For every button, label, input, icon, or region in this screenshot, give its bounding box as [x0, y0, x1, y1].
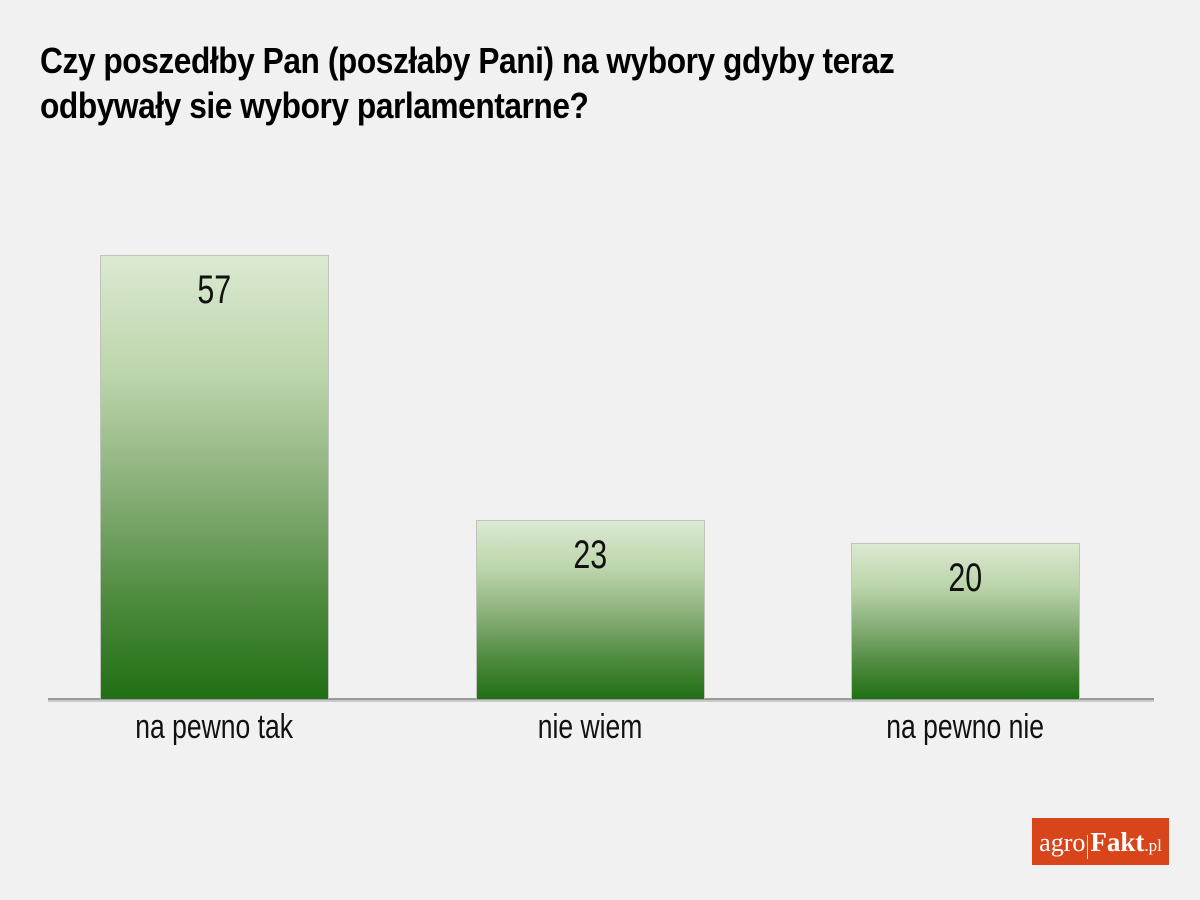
bar-na-pewno-tak: 57: [100, 255, 329, 699]
bar-nie-wiem: 23: [476, 520, 705, 699]
bar-value-label: 23: [573, 533, 608, 577]
chart-title-line-2: odbywały sie wybory parlamentarne?: [40, 85, 589, 126]
bar-value-label: 20: [948, 556, 983, 600]
logo-text-agro: agro: [1039, 828, 1086, 857]
x-axis-category-label-na-pewno-nie: na pewno nie: [886, 708, 1045, 746]
logo-separator-bar: [1087, 835, 1089, 859]
x-axis-line: [48, 698, 1154, 702]
logo-text-fakt: Fakt: [1090, 827, 1145, 857]
agrofakt-logo: agro Fakt .pl: [1032, 818, 1169, 865]
x-axis-category-label-na-pewno-tak: na pewno tak: [135, 708, 294, 746]
logo-text-pl: .pl: [1144, 836, 1162, 855]
chart-title: Czy poszedłby Pan (poszłaby Pani) na wyb…: [40, 38, 895, 128]
bar-na-pewno-nie: 20: [851, 543, 1080, 699]
bar-value-label: 57: [197, 268, 232, 312]
chart-title-line-1: Czy poszedłby Pan (poszłaby Pani) na wyb…: [40, 40, 895, 81]
x-axis-category-label-nie-wiem: nie wiem: [538, 708, 643, 746]
